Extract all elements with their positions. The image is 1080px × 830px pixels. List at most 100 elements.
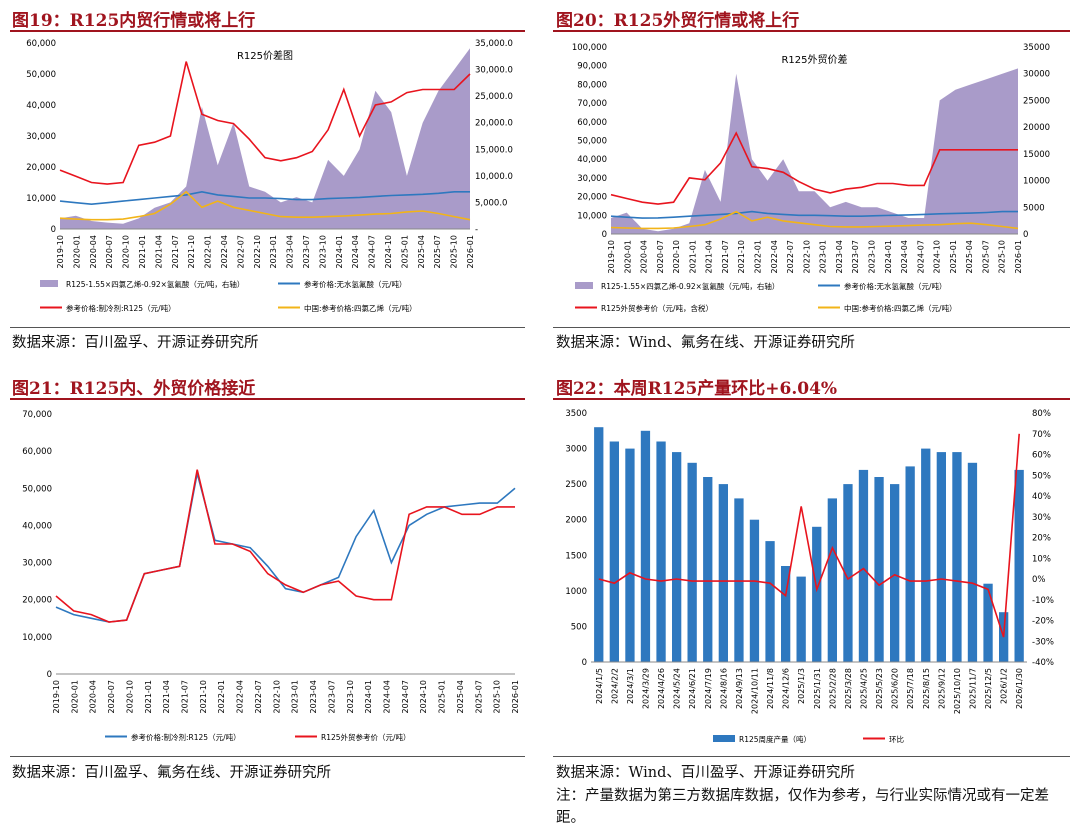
x-tick-label: 2021-04 — [154, 235, 163, 268]
y-tick-label-left: 20,000 — [577, 193, 607, 203]
bar — [874, 477, 884, 662]
x-tick-label: 2023-07 — [302, 235, 311, 268]
chart-fig22: 0 500 1000 1500 2000 2500 3000 3500 -40% -30% -20%… — [565, 409, 1054, 744]
x-tick-label: 2023-07 — [327, 680, 336, 713]
panel-title: 图19：R125内贸行情或将上行 — [12, 11, 256, 31]
bar — [796, 576, 806, 662]
x-tick-label: 2020-04 — [89, 235, 98, 268]
legend-label: 中国:参考价格:四氯乙烯（元/吨） — [304, 303, 417, 313]
legend-label: R125外贸参考价（元/吨，含税） — [601, 303, 713, 313]
x-tick-label: 2024/5/24 — [673, 668, 682, 709]
y-tick-label-left: 30,000 — [22, 559, 52, 569]
x-tick-label: 2024/11/8 — [766, 668, 775, 709]
line-series — [59, 61, 471, 185]
x-tick-label: 2024-07 — [368, 235, 377, 268]
bar — [1014, 469, 1024, 662]
x-tick-label: 2022-10 — [802, 240, 811, 273]
y-tick-label-right: 15,000.0 — [475, 145, 513, 155]
y-tick-label-left: 60,000 — [26, 39, 56, 49]
legend-label: 中国:参考价格:四氯乙烯（元/吨） — [844, 303, 957, 313]
x-tick-label: 2025/6/20 — [891, 668, 900, 709]
y-tick-label-right: 15000 — [1023, 150, 1050, 160]
title-rule — [10, 30, 525, 32]
x-tick-label: 2024-01 — [335, 235, 344, 268]
x-tick-label: 2025-04 — [965, 240, 974, 273]
source-rule — [553, 327, 1070, 328]
y-tick-label-left: 30,000 — [577, 174, 607, 184]
y-tick-label-right: 20,000.0 — [475, 119, 513, 129]
x-tick-label: 2024/8/16 — [719, 668, 728, 709]
x-tick-label: 2021-04 — [162, 680, 171, 713]
panel-title: 图21：R125内、外贸价格接近 — [12, 379, 256, 399]
line-series — [610, 210, 1018, 219]
x-tick-label: 2023-01 — [269, 235, 278, 268]
y-tick-label-left: 2500 — [565, 480, 587, 490]
y-tick-label-left: 50,000 — [577, 137, 607, 147]
x-tick-label: 2024/2/2 — [610, 668, 619, 704]
x-tick-label: 2023-04 — [309, 680, 318, 713]
y-tick-label-left: 40,000 — [26, 101, 56, 111]
legend-label: 环比 — [889, 734, 904, 744]
bar — [594, 427, 604, 662]
title-rule — [553, 398, 1070, 400]
y-tick-label-right: - — [475, 225, 478, 235]
y-tick-label-right: 35000 — [1023, 43, 1050, 53]
x-tick-label: 2020-07 — [107, 680, 116, 713]
x-tick-label: 2022-01 — [204, 235, 213, 268]
x-tick-label: 2025-07 — [981, 240, 990, 273]
line-series — [59, 190, 470, 206]
source-text: 数据来源：Wind、百川盈孚、开源证券研究所 — [556, 765, 855, 781]
x-tick-label: 2024/3/29 — [642, 668, 651, 709]
bar — [625, 448, 635, 662]
y-tick-label-right: 40% — [1032, 492, 1051, 502]
x-tick-label: 2022-07 — [254, 680, 263, 713]
x-tick-label: 2025-04 — [417, 235, 426, 268]
x-tick-label: 2025-10 — [450, 235, 459, 268]
x-tick-label: 2020-10 — [672, 240, 681, 273]
x-tick-label: 2023-10 — [868, 240, 877, 273]
panel-title: 图20：R125外贸行情或将上行 — [556, 11, 800, 31]
y-tick-label-left: 0 — [51, 225, 56, 235]
x-tick-label: 2024/12/6 — [782, 668, 791, 709]
y-tick-label-left: 0 — [602, 230, 607, 240]
x-tick-label: 2024-10 — [384, 235, 393, 268]
x-tick-label: 2020-04 — [89, 680, 98, 713]
bar — [734, 498, 744, 662]
y-tick-label-left: 90,000 — [577, 62, 607, 72]
x-tick-label: 2019-10 — [607, 240, 616, 273]
y-tick-label-left: 0 — [582, 658, 587, 668]
x-tick-label: 2024/9/13 — [735, 668, 744, 709]
x-tick-label: 2024/4/26 — [657, 668, 666, 709]
source-text: 数据来源：百川盈孚、氟务在线、开源证券研究所 — [12, 765, 331, 781]
title-rule — [10, 398, 525, 400]
bar — [656, 441, 666, 662]
legend-label: R125-1.55×四氯乙烯-0.92×氢氟酸（元/吨，右轴） — [66, 279, 244, 289]
source-text: 数据来源：百川盈孚、开源证券研究所 — [12, 335, 259, 351]
x-tick-label: 2025/5/23 — [875, 668, 884, 709]
bar — [703, 477, 713, 662]
x-tick-label: 2025/11/7 — [969, 668, 978, 709]
x-tick-label: 2022-07 — [236, 235, 245, 268]
y-tick-label-right: 35,000.0 — [475, 39, 513, 49]
bar — [765, 541, 775, 662]
legend-label: 参考价格:无水氢氟酸（元/吨） — [304, 279, 407, 289]
x-tick-label: 2023-10 — [318, 235, 327, 268]
x-tick-label: 2022-01 — [754, 240, 763, 273]
bar — [749, 519, 760, 662]
x-tick-label: 2024-01 — [364, 680, 373, 713]
legend-label: 参考价格:制冷剂:R125（元/吨） — [66, 303, 176, 313]
y-tick-label-left: 40,000 — [22, 521, 52, 531]
x-tick-label: 2022-07 — [786, 240, 795, 273]
line-series — [55, 473, 516, 623]
y-tick-label-left: 20,000 — [26, 163, 56, 173]
y-tick-label-left: 100,000 — [572, 43, 607, 53]
y-tick-label-right: -10% — [1032, 596, 1054, 606]
y-tick-label-right: 10000 — [1023, 177, 1050, 187]
x-tick-label: 2025-10 — [998, 240, 1007, 273]
legend-swatch — [575, 282, 593, 289]
x-tick-label: 2026-01 — [1014, 240, 1023, 273]
x-tick-label: 2020-04 — [640, 240, 649, 273]
x-tick-label: 2025-01 — [438, 680, 447, 713]
y-tick-label-right: -30% — [1032, 637, 1054, 647]
x-tick-label: 2021-01 — [138, 235, 147, 268]
